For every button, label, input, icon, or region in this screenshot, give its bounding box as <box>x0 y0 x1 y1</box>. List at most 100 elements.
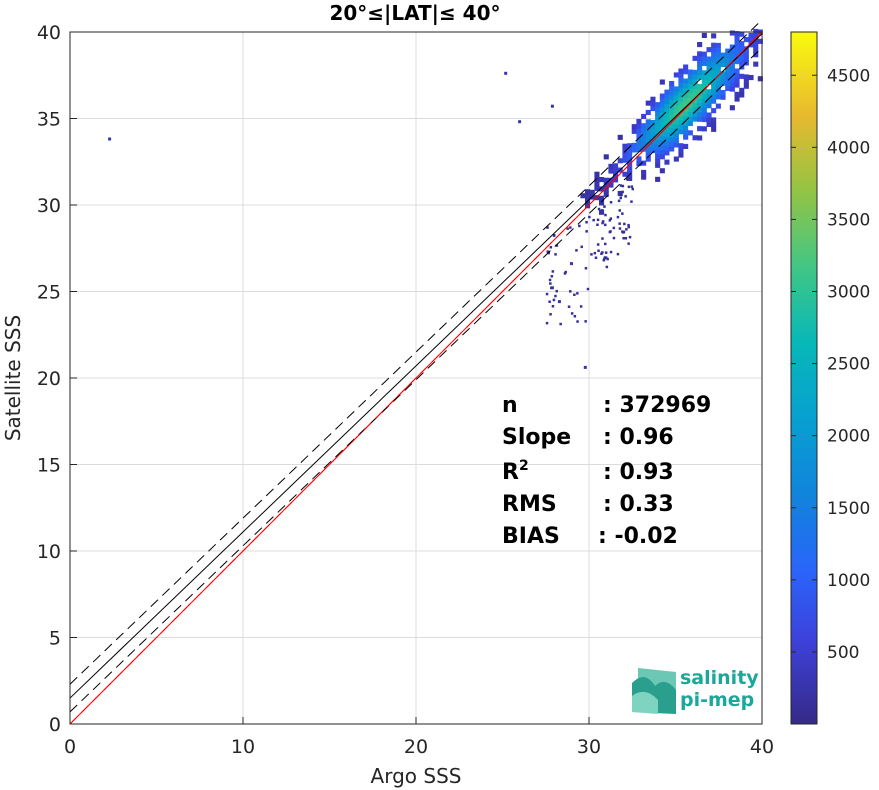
density-cell <box>641 123 647 129</box>
density-cell <box>650 96 656 102</box>
density-cell <box>711 42 717 48</box>
density-cell <box>641 141 647 147</box>
density-cell <box>697 74 703 80</box>
density-cell <box>594 171 600 177</box>
density-cell <box>715 52 721 58</box>
density-cell <box>669 109 675 115</box>
density-cell <box>729 86 735 92</box>
density-cell <box>734 40 740 46</box>
wave-icon <box>632 668 676 714</box>
y-axis: 0 5 10 15 20 25 30 35 40 <box>37 22 77 736</box>
density-cell <box>655 111 661 117</box>
density-cell <box>636 123 642 129</box>
density-cell <box>743 51 749 57</box>
density-cell <box>678 91 684 97</box>
density-cell <box>683 87 689 93</box>
density-cell <box>739 31 745 37</box>
density-cell <box>706 70 712 76</box>
density-cell <box>753 42 759 48</box>
logo: salinity pi-mep <box>632 667 759 714</box>
density-cell <box>659 121 665 127</box>
density-cell <box>715 75 721 81</box>
density-cell <box>576 292 579 295</box>
density-cell <box>739 73 745 79</box>
density-cell <box>697 88 703 94</box>
line-1-1-dashed <box>69 31 763 725</box>
density-cell <box>739 59 745 65</box>
density-cell <box>711 61 717 67</box>
density-cell <box>669 146 675 152</box>
density-cell <box>673 119 679 125</box>
colorbar-ticks: 500 1000 1500 2000 2500 3000 3500 4000 4500 <box>791 66 870 663</box>
density-cell <box>664 145 670 151</box>
density-cell <box>673 133 679 139</box>
density-cell <box>697 135 703 141</box>
density-cell <box>605 256 608 259</box>
density-cell <box>706 61 712 67</box>
density-cell <box>687 111 693 117</box>
density-cell <box>602 259 606 262</box>
x-tick-label: 0 <box>64 736 76 758</box>
density-cell <box>725 53 731 59</box>
density-cell <box>621 230 624 233</box>
density-cell <box>612 236 616 240</box>
density-cell <box>664 126 670 132</box>
density-cell <box>546 250 549 253</box>
density-cell <box>600 252 603 255</box>
density-cell <box>701 51 707 57</box>
density-cell <box>645 147 651 153</box>
density-cell <box>729 30 735 36</box>
density-cell <box>641 169 647 175</box>
density-cell <box>729 67 735 73</box>
density-cell <box>725 85 731 91</box>
y-axis-title: Satellite SSS <box>1 315 25 441</box>
density-cell <box>552 298 556 302</box>
y-tick-label: 40 <box>37 22 61 44</box>
density-cell <box>613 172 619 178</box>
density-cell <box>720 52 726 58</box>
density-cell <box>753 61 759 67</box>
density-cell <box>617 134 623 140</box>
density-cell <box>603 182 609 188</box>
density-cell <box>706 75 712 81</box>
density-cell <box>701 112 707 118</box>
density-cell <box>739 41 745 47</box>
y-tick-label: 25 <box>37 282 61 304</box>
density-cell <box>697 51 703 57</box>
density-cell <box>636 133 642 139</box>
density-cell <box>594 181 600 187</box>
density-cell <box>613 177 619 183</box>
density-cell <box>604 242 607 246</box>
density-cell <box>757 38 763 44</box>
density-cell <box>706 89 712 95</box>
density-cell <box>711 52 717 58</box>
stat-label: R2 <box>502 458 529 485</box>
density-cell <box>669 113 675 119</box>
density-cell <box>701 74 707 80</box>
density-cell <box>753 47 759 53</box>
density-cell <box>600 209 604 212</box>
density-cell <box>579 305 583 308</box>
density-cell <box>669 137 675 143</box>
density-cell <box>550 275 554 278</box>
density-cell <box>669 123 675 129</box>
density-cell <box>729 81 735 87</box>
density-cell <box>687 78 693 84</box>
chart-title: 20°≤|LAT|≤ 40° <box>329 1 500 25</box>
density-cell <box>641 132 647 138</box>
density-cell <box>601 237 604 240</box>
density-cell <box>692 83 698 89</box>
density-cell <box>678 68 684 74</box>
density-cell <box>687 69 693 75</box>
density-cell <box>655 144 661 150</box>
colorbar <box>790 31 818 725</box>
density-cell <box>585 230 588 233</box>
density-cell <box>636 137 642 143</box>
density-cell <box>664 103 670 109</box>
density-cell <box>554 253 557 256</box>
density-cell <box>706 112 712 118</box>
density-cell <box>701 117 707 123</box>
density-cell <box>669 81 675 87</box>
density-cell <box>701 32 707 38</box>
density-cell <box>592 218 595 222</box>
